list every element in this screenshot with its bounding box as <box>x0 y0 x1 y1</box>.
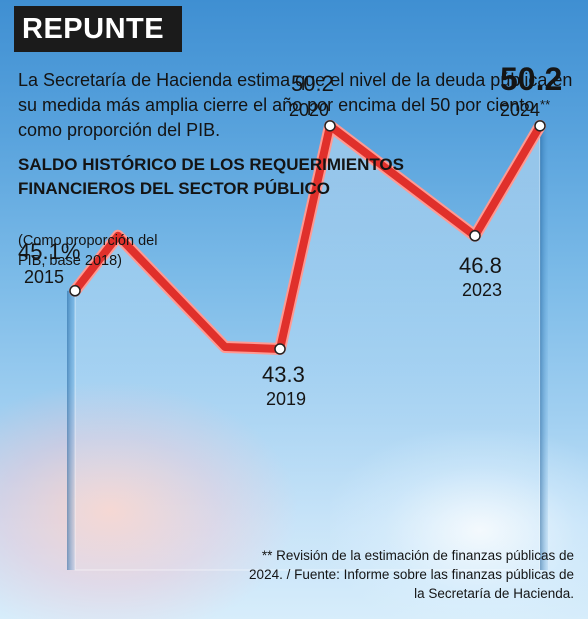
data-label-2019: 43.3 <box>262 362 305 387</box>
tick-label-2024: 2024** <box>500 97 550 120</box>
data-point-2023 <box>469 230 481 242</box>
intro-text: La Secretaría de Hacienda estima que el … <box>18 70 573 140</box>
data-label-2024: 50.2 <box>500 61 562 97</box>
data-point-2024 <box>534 120 546 132</box>
data-label-2015: 45.1% <box>18 239 80 264</box>
data-label-2020: 50.2 <box>291 71 334 96</box>
page-title: REPUNTE <box>14 6 182 52</box>
tick-label-2019: 2019 <box>266 389 306 409</box>
chart-title: SALDO HISTÓRICO DE LOS REQUERIMIENTOS FI… <box>18 155 404 198</box>
chart-subtitle: (Como proporción del PIB, base 2018) <box>18 233 158 269</box>
tick-label-2023: 2023 <box>462 280 502 300</box>
glass-edge-left <box>67 290 75 570</box>
glass-edge-right <box>540 125 548 570</box>
data-point-2020 <box>324 120 336 132</box>
tick-label-2020: 2020 <box>289 100 329 120</box>
data-point-2019 <box>274 343 286 355</box>
tick-label-2015: 2015 <box>24 267 64 287</box>
data-point-2015 <box>69 285 81 297</box>
footnote: ** Revisión de la estimación de finanzas… <box>249 548 574 601</box>
data-label-2023: 46.8 <box>459 253 502 278</box>
